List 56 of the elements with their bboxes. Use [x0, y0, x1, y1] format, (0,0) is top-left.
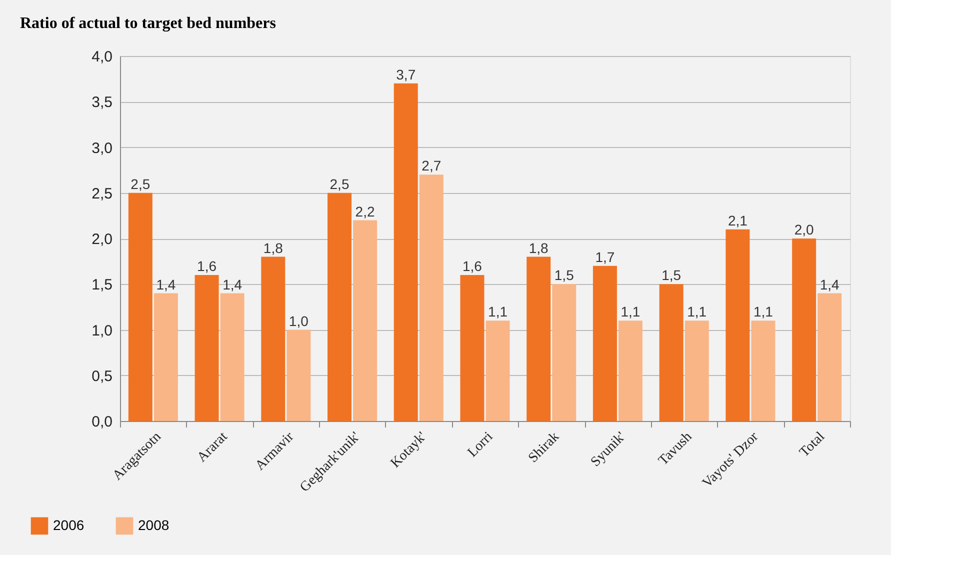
- data-label: 1,8: [528, 240, 549, 256]
- bar: [486, 320, 510, 421]
- bar: [751, 320, 776, 421]
- bar: [792, 238, 816, 421]
- y-tick-label: 1,0: [92, 322, 112, 340]
- legend-label: 2006: [53, 516, 84, 533]
- y-tick-label: 1,5: [92, 276, 112, 294]
- bar: [419, 174, 444, 421]
- bar: [460, 275, 484, 421]
- bar: [659, 284, 684, 421]
- y-tick-label: 3,0: [92, 140, 112, 157]
- data-label: 2,1: [728, 212, 748, 228]
- y-tick-label: 3,5: [92, 94, 112, 112]
- bar: [154, 293, 178, 421]
- bar: [261, 256, 286, 421]
- y-tick-label: 0,0: [92, 414, 112, 430]
- data-label: 2,7: [422, 158, 442, 174]
- data-label: 1,1: [753, 304, 774, 320]
- bar: [286, 330, 311, 421]
- bar: [194, 275, 219, 421]
- data-label: 1,8: [263, 240, 284, 256]
- bar: [394, 83, 418, 421]
- bar: [128, 192, 152, 421]
- data-label: 1,4: [820, 276, 840, 292]
- data-label: 1,4: [222, 276, 242, 292]
- data-label: 1,1: [488, 304, 508, 320]
- bar: [526, 256, 551, 421]
- data-label: 2,0: [794, 222, 814, 238]
- data-label: 1,1: [687, 304, 707, 320]
- data-label: 2,5: [130, 176, 150, 192]
- data-label: 1,5: [554, 267, 574, 284]
- bar: [818, 293, 842, 421]
- data-label: 2,2: [355, 203, 375, 220]
- y-tick-label: 2,0: [92, 231, 112, 248]
- bar: [684, 320, 709, 421]
- bar: [220, 293, 244, 421]
- data-label: 1,1: [620, 304, 640, 320]
- legend-label: 2008: [138, 516, 170, 533]
- bar: [618, 320, 642, 421]
- bar: [353, 220, 378, 421]
- data-label: 1,7: [595, 248, 615, 265]
- data-label: 1,6: [197, 258, 217, 274]
- chart-title: Ratio of actual to target bed numbers: [20, 15, 276, 32]
- y-tick-label: 2,5: [92, 185, 112, 202]
- data-label: 1,0: [288, 312, 309, 329]
- bar: [552, 284, 576, 421]
- bar: [328, 192, 352, 421]
- data-label: 3,7: [396, 66, 416, 82]
- y-tick-label: 0,5: [92, 368, 112, 385]
- data-label: 2,5: [330, 176, 350, 192]
- y-tick-label: 4,0: [92, 48, 112, 66]
- data-label: 1,5: [662, 267, 682, 284]
- data-label: 1,4: [156, 276, 176, 292]
- bar: [592, 266, 617, 421]
- data-label: 1,6: [462, 258, 482, 274]
- bar: [726, 229, 750, 421]
